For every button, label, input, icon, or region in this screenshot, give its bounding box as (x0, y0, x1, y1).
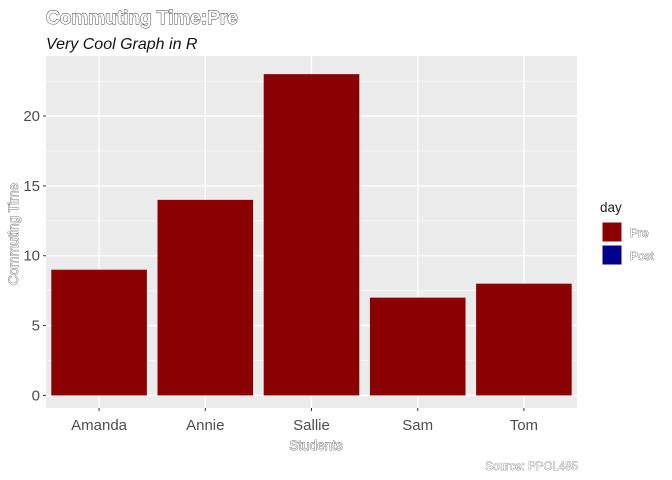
chart-caption: Source: PPOL485 (485, 461, 578, 473)
y-tick-label: 5 (32, 318, 40, 335)
x-tick-label: Tom (510, 417, 538, 434)
x-tick-label: Sam (402, 417, 433, 434)
y-tick-label: 10 (23, 248, 40, 265)
legend-key-post (601, 244, 623, 266)
bar-tom (476, 283, 572, 396)
legend-title: day (600, 200, 622, 215)
legend-label-pre: Pre (630, 226, 649, 240)
x-tick-label: Annie (186, 417, 224, 434)
legend-key-pre (601, 221, 623, 243)
chart-title: Commuting Time:Pre (46, 8, 238, 29)
chart-subtitle: Very Cool Graph in R (46, 36, 198, 53)
bar-annie (157, 199, 254, 396)
x-axis-title: Students (289, 438, 343, 453)
x-axis: Amanda Annie Sallie Sam Tom (71, 408, 538, 434)
bar-sam (369, 297, 466, 396)
y-tick-label: 15 (23, 178, 40, 195)
x-tick-label: Amanda (71, 417, 128, 434)
y-axis-title: Commuting Time (6, 183, 21, 285)
x-tick-label: Sallie (293, 417, 330, 434)
y-tick-label: 20 (23, 108, 40, 125)
bar-amanda (51, 269, 147, 396)
bar-sallie (263, 74, 360, 396)
legend-label-post: Post (630, 249, 655, 263)
y-tick-label: 0 (32, 387, 40, 404)
y-axis: 0 5 10 15 20 (23, 108, 46, 404)
legend: day Pre Post (600, 200, 655, 266)
bars (51, 74, 572, 396)
